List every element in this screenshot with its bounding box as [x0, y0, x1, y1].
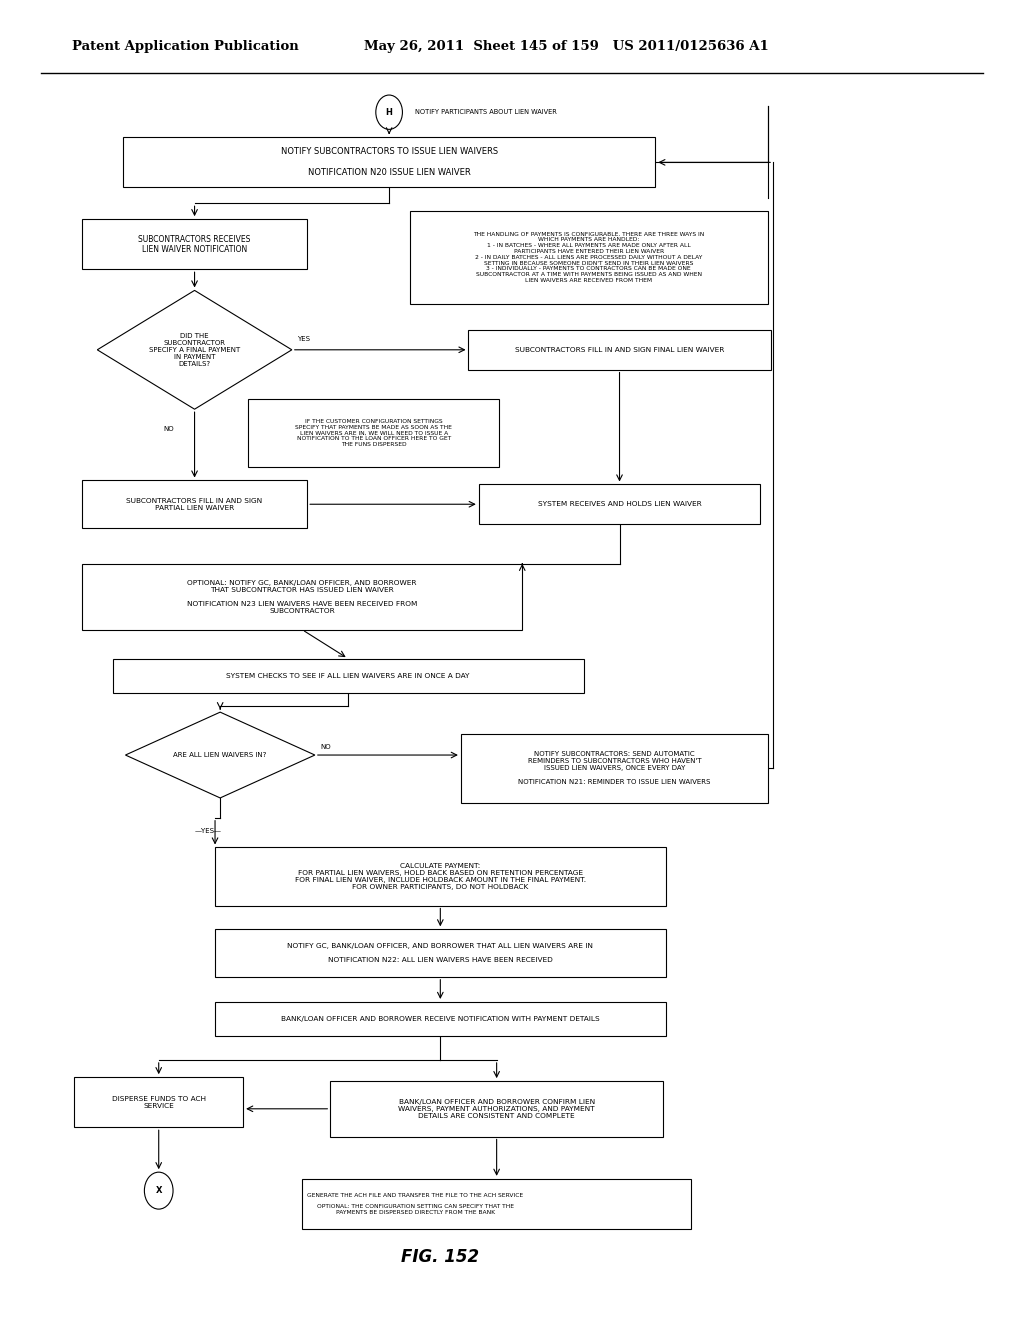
Text: DID THE
SUBCONTRACTOR
SPECIFY A FINAL PAYMENT
IN PAYMENT
DETAILS?: DID THE SUBCONTRACTOR SPECIFY A FINAL PA… [148, 333, 241, 367]
Text: ARE ALL LIEN WAIVERS IN?: ARE ALL LIEN WAIVERS IN? [173, 752, 267, 758]
FancyBboxPatch shape [113, 659, 584, 693]
FancyBboxPatch shape [74, 1077, 244, 1127]
Text: GENERATE THE ACH FILE AND TRANSFER THE FILE TO THE ACH SERVICE

OPTIONAL: THE CO: GENERATE THE ACH FILE AND TRANSFER THE F… [307, 1193, 523, 1214]
Text: Patent Application Publication: Patent Application Publication [72, 40, 298, 53]
Text: THE HANDLING OF PAYMENTS IS CONFIGURABLE. THERE ARE THREE WAYS IN
WHICH PAYMENTS: THE HANDLING OF PAYMENTS IS CONFIGURABLE… [473, 232, 705, 282]
FancyBboxPatch shape [469, 330, 770, 370]
FancyBboxPatch shape [215, 847, 666, 906]
Text: BANK/LOAN OFFICER AND BORROWER RECEIVE NOTIFICATION WITH PAYMENT DETAILS: BANK/LOAN OFFICER AND BORROWER RECEIVE N… [281, 1016, 600, 1022]
Text: May 26, 2011  Sheet 145 of 159   US 2011/0125636 A1: May 26, 2011 Sheet 145 of 159 US 2011/01… [364, 40, 768, 53]
Text: OPTIONAL: NOTIFY GC, BANK/LOAN OFFICER, AND BORROWER
THAT SUBCONTRACTOR HAS ISSU: OPTIONAL: NOTIFY GC, BANK/LOAN OFFICER, … [187, 579, 417, 614]
Text: SUBCONTRACTORS RECEIVES
LIEN WAIVER NOTIFICATION: SUBCONTRACTORS RECEIVES LIEN WAIVER NOTI… [138, 235, 251, 253]
FancyBboxPatch shape [82, 480, 307, 528]
FancyBboxPatch shape [410, 211, 768, 304]
Text: NOTIFY SUBCONTRACTORS: SEND AUTOMATIC
REMINDERS TO SUBCONTRACTORS WHO HAVEN'T
IS: NOTIFY SUBCONTRACTORS: SEND AUTOMATIC RE… [518, 751, 711, 785]
FancyBboxPatch shape [330, 1081, 664, 1137]
FancyBboxPatch shape [215, 929, 666, 977]
Polygon shape [125, 713, 315, 797]
Text: NO: NO [164, 426, 174, 432]
Text: SUBCONTRACTORS FILL IN AND SIGN
PARTIAL LIEN WAIVER: SUBCONTRACTORS FILL IN AND SIGN PARTIAL … [127, 498, 262, 511]
FancyBboxPatch shape [82, 564, 522, 630]
FancyBboxPatch shape [248, 399, 500, 467]
Text: NOTIFY GC, BANK/LOAN OFFICER, AND BORROWER THAT ALL LIEN WAIVERS ARE IN

NOTIFIC: NOTIFY GC, BANK/LOAN OFFICER, AND BORROW… [288, 942, 593, 964]
Text: BANK/LOAN OFFICER AND BORROWER CONFIRM LIEN
WAIVERS, PAYMENT AUTHORIZATIONS, AND: BANK/LOAN OFFICER AND BORROWER CONFIRM L… [398, 1098, 595, 1119]
Text: —YES—: —YES— [195, 828, 221, 834]
Text: SYSTEM CHECKS TO SEE IF ALL LIEN WAIVERS ARE IN ONCE A DAY: SYSTEM CHECKS TO SEE IF ALL LIEN WAIVERS… [226, 673, 470, 678]
Text: IF THE CUSTOMER CONFIGURATION SETTINGS
SPECIFY THAT PAYMENTS BE MADE AS SOON AS : IF THE CUSTOMER CONFIGURATION SETTINGS S… [295, 418, 453, 447]
Circle shape [144, 1172, 173, 1209]
Text: YES: YES [297, 337, 310, 342]
Circle shape [376, 95, 402, 129]
FancyBboxPatch shape [478, 484, 760, 524]
Text: NOTIFY PARTICIPANTS ABOUT LIEN WAIVER: NOTIFY PARTICIPANTS ABOUT LIEN WAIVER [415, 110, 557, 115]
Text: CALCULATE PAYMENT:
FOR PARTIAL LIEN WAIVERS, HOLD BACK BASED ON RETENTION PERCEN: CALCULATE PAYMENT: FOR PARTIAL LIEN WAIV… [295, 863, 586, 890]
Polygon shape [97, 290, 292, 409]
FancyBboxPatch shape [302, 1179, 691, 1229]
Text: SUBCONTRACTORS FILL IN AND SIGN FINAL LIEN WAIVER: SUBCONTRACTORS FILL IN AND SIGN FINAL LI… [515, 347, 724, 352]
Text: NOTIFY SUBCONTRACTORS TO ISSUE LIEN WAIVERS

NOTIFICATION N20 ISSUE LIEN WAIVER: NOTIFY SUBCONTRACTORS TO ISSUE LIEN WAIV… [281, 148, 498, 177]
Text: NO: NO [319, 744, 331, 750]
Text: X: X [156, 1187, 162, 1195]
FancyBboxPatch shape [82, 219, 307, 269]
FancyBboxPatch shape [461, 734, 768, 803]
Text: SYSTEM RECEIVES AND HOLDS LIEN WAIVER: SYSTEM RECEIVES AND HOLDS LIEN WAIVER [538, 502, 701, 507]
Text: H: H [386, 108, 392, 116]
FancyBboxPatch shape [215, 1002, 666, 1036]
Text: FIG. 152: FIG. 152 [401, 1247, 479, 1266]
FancyBboxPatch shape [123, 137, 655, 187]
Text: DISPERSE FUNDS TO ACH
SERVICE: DISPERSE FUNDS TO ACH SERVICE [112, 1096, 206, 1109]
